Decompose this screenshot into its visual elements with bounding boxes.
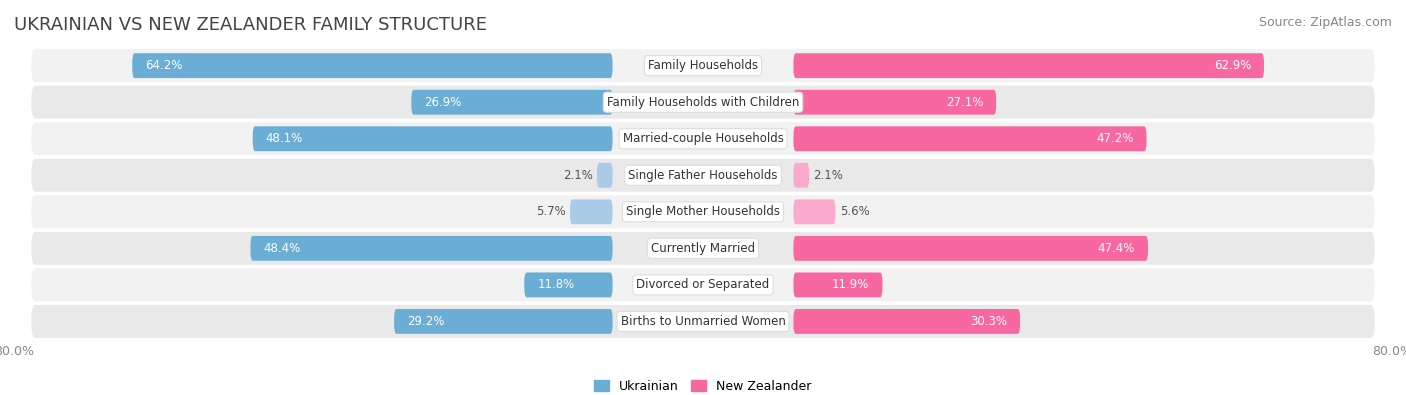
- Text: Family Households with Children: Family Households with Children: [607, 96, 799, 109]
- Legend: Ukrainian, New Zealander: Ukrainian, New Zealander: [589, 375, 817, 395]
- Text: Currently Married: Currently Married: [651, 242, 755, 255]
- Text: 30.3%: 30.3%: [970, 315, 1007, 328]
- Text: Divorced or Separated: Divorced or Separated: [637, 278, 769, 292]
- FancyBboxPatch shape: [250, 236, 613, 261]
- FancyBboxPatch shape: [412, 90, 613, 115]
- Text: 64.2%: 64.2%: [145, 59, 183, 72]
- FancyBboxPatch shape: [31, 196, 1375, 228]
- Text: 11.8%: 11.8%: [537, 278, 575, 292]
- FancyBboxPatch shape: [793, 126, 1146, 151]
- Text: 2.1%: 2.1%: [562, 169, 592, 182]
- FancyBboxPatch shape: [793, 163, 808, 188]
- Text: 48.1%: 48.1%: [266, 132, 302, 145]
- Text: Family Households: Family Households: [648, 59, 758, 72]
- FancyBboxPatch shape: [31, 305, 1375, 338]
- Text: 29.2%: 29.2%: [406, 315, 444, 328]
- FancyBboxPatch shape: [793, 236, 1149, 261]
- FancyBboxPatch shape: [569, 199, 613, 224]
- Text: 48.4%: 48.4%: [263, 242, 301, 255]
- FancyBboxPatch shape: [793, 309, 1021, 334]
- FancyBboxPatch shape: [31, 269, 1375, 301]
- FancyBboxPatch shape: [253, 126, 613, 151]
- Text: 47.4%: 47.4%: [1098, 242, 1135, 255]
- Text: Births to Unmarried Women: Births to Unmarried Women: [620, 315, 786, 328]
- Text: Single Mother Households: Single Mother Households: [626, 205, 780, 218]
- FancyBboxPatch shape: [31, 122, 1375, 155]
- Text: Single Father Households: Single Father Households: [628, 169, 778, 182]
- Text: 11.9%: 11.9%: [832, 278, 869, 292]
- FancyBboxPatch shape: [793, 90, 997, 115]
- FancyBboxPatch shape: [793, 53, 1264, 78]
- FancyBboxPatch shape: [132, 53, 613, 78]
- Text: 62.9%: 62.9%: [1213, 59, 1251, 72]
- Text: UKRAINIAN VS NEW ZEALANDER FAMILY STRUCTURE: UKRAINIAN VS NEW ZEALANDER FAMILY STRUCT…: [14, 16, 486, 34]
- FancyBboxPatch shape: [31, 49, 1375, 82]
- Text: 26.9%: 26.9%: [425, 96, 461, 109]
- FancyBboxPatch shape: [793, 199, 835, 224]
- FancyBboxPatch shape: [394, 309, 613, 334]
- FancyBboxPatch shape: [793, 273, 883, 297]
- FancyBboxPatch shape: [598, 163, 613, 188]
- Text: 47.2%: 47.2%: [1097, 132, 1133, 145]
- Text: 5.6%: 5.6%: [839, 205, 869, 218]
- FancyBboxPatch shape: [31, 86, 1375, 118]
- FancyBboxPatch shape: [31, 232, 1375, 265]
- Text: 5.7%: 5.7%: [536, 205, 565, 218]
- FancyBboxPatch shape: [31, 159, 1375, 192]
- Text: 27.1%: 27.1%: [946, 96, 983, 109]
- Text: 2.1%: 2.1%: [814, 169, 844, 182]
- FancyBboxPatch shape: [524, 273, 613, 297]
- Text: Married-couple Households: Married-couple Households: [623, 132, 783, 145]
- Text: Source: ZipAtlas.com: Source: ZipAtlas.com: [1258, 16, 1392, 29]
